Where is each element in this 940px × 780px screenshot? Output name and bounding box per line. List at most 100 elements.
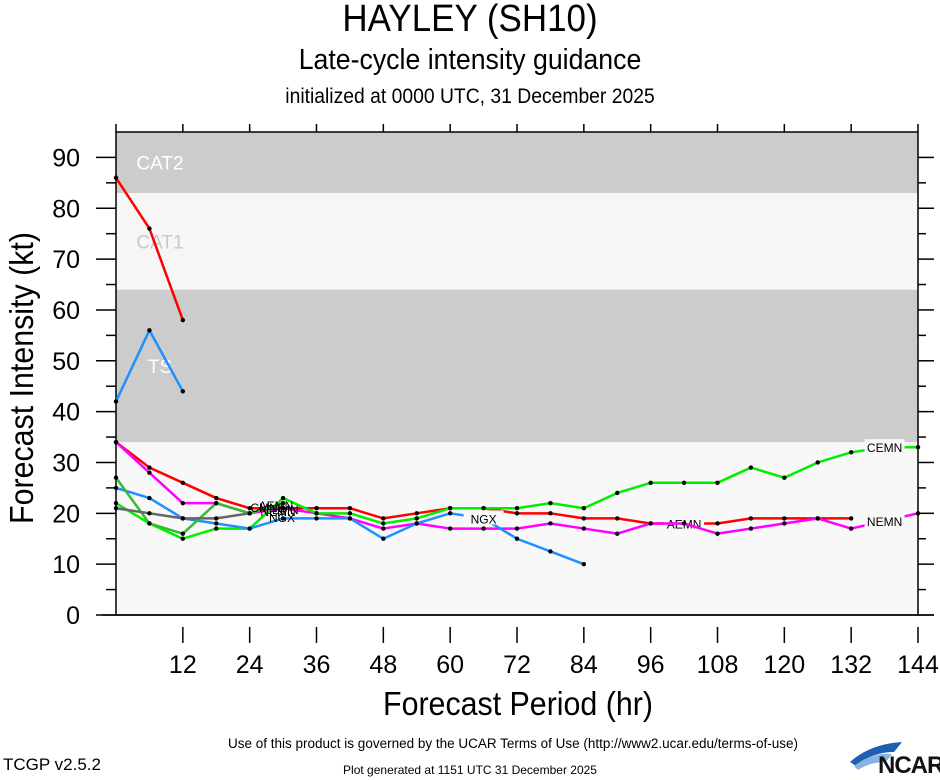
data-point-cemn (481, 506, 486, 511)
series-label-bg (864, 439, 905, 454)
data-point-aemn (548, 511, 553, 516)
data-point-nemn (514, 526, 520, 531)
data-point-cemn (381, 521, 386, 526)
band-ts (116, 289, 918, 443)
data-point-nemn (548, 521, 553, 526)
data-point-aemn (414, 511, 419, 516)
data-point-aemn (782, 516, 787, 521)
data-point-cemn (280, 495, 286, 501)
series-label-bg (463, 510, 504, 525)
data-point-ngx (447, 511, 453, 516)
data-point-cemn (848, 450, 854, 455)
y-tick-label: 40 (52, 399, 80, 427)
data-point-nemn (681, 521, 687, 526)
x-tick-label: 36 (303, 651, 331, 679)
data-point-cemn (414, 516, 419, 521)
series-label-ngx: NGX (471, 512, 497, 526)
data-point-nemn (715, 531, 720, 536)
data-point-gray (214, 516, 219, 521)
data-point-aemn (314, 506, 319, 511)
cluster-label-aemn: AEMN (259, 499, 294, 513)
x-tick-label: 72 (503, 651, 531, 679)
data-point-cemn (514, 506, 520, 511)
data-point-aemn (748, 516, 754, 521)
data-point-nemn (113, 439, 119, 445)
data-point-cemn (648, 480, 653, 486)
data-point-ngx (414, 521, 419, 526)
x-tick-label: 12 (169, 651, 197, 679)
cluster-label-ngx: NGX (269, 511, 295, 525)
data-point-cmne (180, 531, 186, 536)
y-tick-label: 70 (52, 246, 80, 274)
data-point-blue-early (180, 389, 186, 394)
data-point-red-early (147, 226, 152, 231)
y-tick-label: 50 (52, 348, 80, 376)
data-point-aemn (615, 516, 620, 521)
y-tick-label: 30 (52, 449, 80, 477)
data-point-ngx (381, 536, 386, 541)
data-point-red-early (113, 175, 119, 180)
data-point-nemn (615, 531, 620, 536)
data-point-nemn (381, 526, 386, 531)
data-point-nemn (782, 521, 787, 526)
x-tick-label: 144 (897, 651, 939, 679)
data-point-cemn (681, 480, 687, 486)
data-point-nemn (180, 500, 186, 506)
data-point-cemn (180, 536, 186, 541)
band-label-cat1: CAT1 (136, 232, 183, 253)
x-tick-label: 132 (830, 651, 872, 679)
data-point-aemn (147, 465, 152, 470)
x-tick-label: 24 (236, 651, 264, 679)
data-point-nemn (147, 470, 152, 475)
data-point-aemn (180, 480, 186, 486)
data-point-gray (147, 511, 152, 516)
chart-subtitle: Late-cycle intensity guidance (298, 44, 642, 76)
data-point-ngx (247, 526, 252, 531)
data-point-nemn (447, 526, 453, 531)
x-axis-title: Forecast Period (hr) (383, 685, 653, 722)
data-point-cemn (782, 475, 787, 480)
data-point-nemn (280, 506, 286, 511)
data-point-aemn (715, 521, 720, 526)
data-point-cemn (314, 511, 319, 516)
y-tick-label: 90 (52, 144, 80, 172)
cluster-label-nemn: NEMN (260, 505, 295, 519)
data-point-nemn (915, 511, 921, 516)
generated-time: Plot generated at 1151 UTC 31 December 2… (343, 763, 597, 777)
data-point-cemn (214, 526, 219, 531)
data-point-cmne (280, 500, 286, 506)
ncar-logo-text: NCAR (878, 752, 940, 779)
data-point-aemn (514, 511, 520, 516)
data-point-blue-early (147, 328, 152, 333)
data-point-cemn (113, 500, 119, 506)
data-point-ngx (113, 485, 119, 491)
data-point-nemn (848, 526, 854, 531)
data-point-nemn (648, 521, 653, 526)
y-tick-label: 80 (52, 195, 80, 223)
data-point-cmne (214, 500, 219, 506)
x-tick-label: 108 (697, 651, 739, 679)
data-point-cemn (347, 511, 353, 516)
data-point-ngx (147, 495, 152, 501)
data-point-aemn (214, 495, 219, 501)
chart-title: HAYLEY (SH10) (342, 0, 598, 40)
y-tick-label: 20 (52, 500, 80, 528)
data-point-nemn (581, 526, 587, 531)
data-point-cemn (715, 480, 720, 486)
x-tick-label: 48 (369, 651, 397, 679)
data-point-aemn (848, 516, 854, 521)
cluster-label-cmne: CMNE (250, 501, 285, 515)
init-time: initialized at 0000 UTC, 31 December 202… (285, 85, 655, 108)
data-point-red-early (180, 317, 186, 323)
data-point-nemn (481, 526, 486, 531)
data-point-blue-early (113, 399, 119, 404)
data-point-cemn (615, 490, 620, 496)
data-point-cemn (815, 460, 820, 465)
data-point-gray (113, 506, 119, 511)
data-point-nemn (815, 516, 820, 521)
data-point-cemn (581, 506, 587, 511)
y-axis-title: Forecast Intensity (kt) (3, 232, 40, 524)
data-point-gray (180, 516, 186, 521)
data-point-aemn (347, 506, 353, 511)
